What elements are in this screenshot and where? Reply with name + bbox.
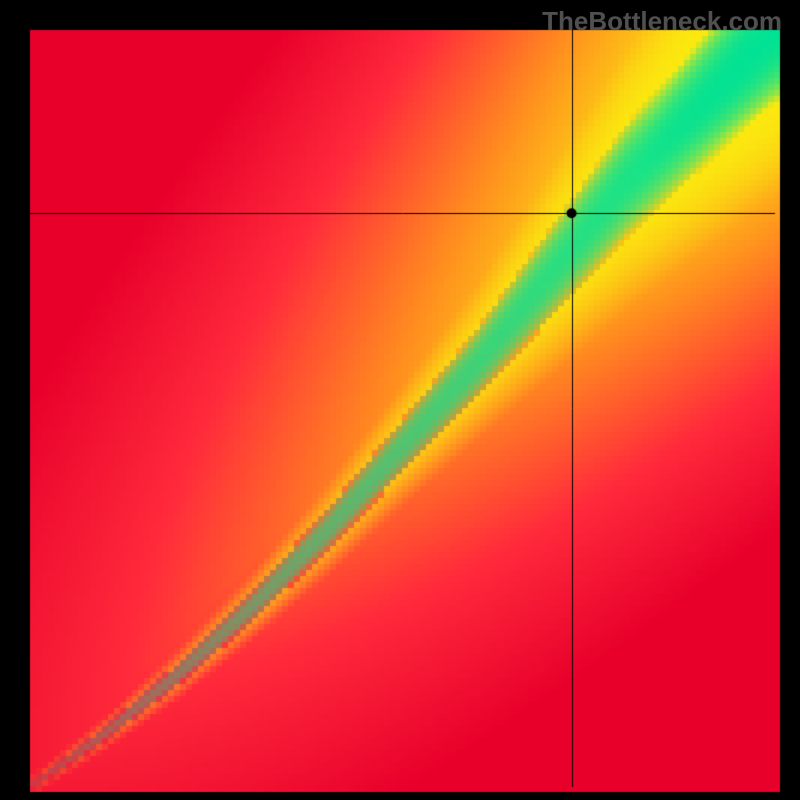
chart-container: TheBottleneck.com xyxy=(0,0,800,800)
bottleneck-heatmap xyxy=(0,0,800,800)
attribution-text: TheBottleneck.com xyxy=(542,6,782,37)
